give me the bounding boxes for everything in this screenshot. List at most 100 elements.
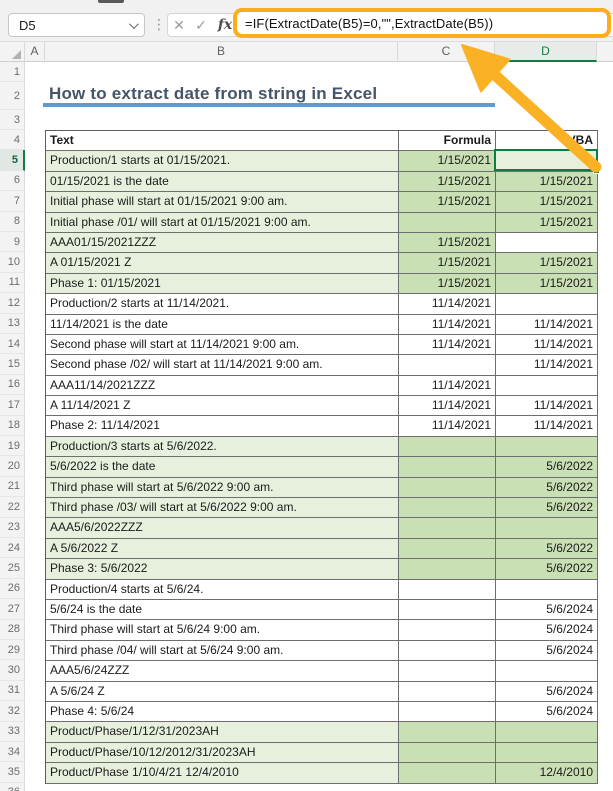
cell-D21[interactable]: 5/6/2022 [496, 477, 598, 499]
cell-B9[interactable]: AAA01/15/2021ZZZ [46, 232, 399, 254]
cell-D16[interactable] [496, 375, 598, 397]
cell-B15[interactable]: Second phase /02/ will start at 11/14/20… [46, 355, 399, 376]
name-box[interactable]: D5 [8, 13, 145, 37]
cell-B31[interactable]: A 5/6/24 Z [46, 681, 399, 702]
cell-B34[interactable]: Product/Phase/10/12/2012/31/2023AH [46, 742, 399, 764]
cell-D6[interactable]: 1/15/2021 [496, 171, 598, 193]
cell-D12[interactable] [496, 294, 598, 315]
row-header-15[interactable]: 15 [0, 354, 25, 375]
cell-C24[interactable] [399, 538, 496, 560]
cell-C25[interactable] [399, 559, 496, 580]
cell-C32[interactable] [399, 701, 496, 723]
cell-D8[interactable]: 1/15/2021 [496, 212, 598, 233]
cell-C27[interactable] [399, 599, 496, 621]
cell-B29[interactable]: Third phase /04/ will start at 5/6/24 9:… [46, 640, 399, 662]
row-header-7[interactable]: 7 [0, 191, 25, 212]
cell-B11[interactable]: Phase 1: 01/15/2021 [46, 273, 399, 295]
cell-D27[interactable]: 5/6/2024 [496, 599, 598, 621]
cell-D33[interactable] [496, 722, 598, 743]
cell-C22[interactable] [399, 498, 496, 519]
cell-C29[interactable] [399, 640, 496, 662]
row-header-16[interactable]: 16 [0, 375, 25, 396]
row-header-13[interactable]: 13 [0, 314, 25, 334]
cell-B6[interactable]: 01/15/2021 is the date [46, 171, 399, 193]
row-header-11[interactable]: 11 [0, 273, 25, 294]
cell-D17[interactable]: 11/14/2021 [496, 396, 598, 417]
cell-B21[interactable]: Third phase will start at 5/6/2022 9:00 … [46, 477, 399, 499]
cell-D32[interactable]: 5/6/2024 [496, 701, 598, 723]
column-header-a[interactable]: A [25, 42, 45, 62]
cell-C16[interactable]: 11/14/2021 [399, 375, 496, 397]
row-header-4[interactable]: 4 [0, 130, 25, 151]
cell-D30[interactable] [496, 661, 598, 682]
chevron-down-icon[interactable] [128, 18, 139, 29]
insert-function-icon[interactable]: fx [217, 17, 233, 33]
cancel-icon[interactable]: ✕ [173, 16, 185, 33]
row-header-14[interactable]: 14 [0, 334, 25, 355]
header-cell-formula[interactable]: Formula [399, 131, 496, 152]
cell-C26[interactable] [399, 579, 496, 600]
cell-C10[interactable]: 1/15/2021 [399, 253, 496, 274]
row-header-25[interactable]: 25 [0, 558, 25, 579]
cell-D19[interactable] [496, 436, 598, 458]
cell-D35[interactable]: 12/4/2010 [496, 763, 598, 784]
cell-C23[interactable] [399, 518, 496, 539]
row-header-18[interactable]: 18 [0, 416, 25, 436]
column-header-c[interactable]: C [398, 42, 495, 62]
cell-B26[interactable]: Production/4 starts at 5/6/24. [46, 579, 399, 600]
cell-B17[interactable]: A 11/14/2021 Z [46, 396, 399, 417]
cell-B19[interactable]: Production/3 starts at 5/6/2022. [46, 436, 399, 458]
row-header-28[interactable]: 28 [0, 620, 25, 640]
cell-B28[interactable]: Third phase will start at 5/6/24 9:00 am… [46, 620, 399, 641]
row-header-8[interactable]: 8 [0, 212, 25, 232]
row-header-9[interactable]: 9 [0, 232, 25, 253]
cell-B18[interactable]: Phase 2: 11/14/2021 [46, 416, 399, 437]
cell-C12[interactable]: 11/14/2021 [399, 294, 496, 315]
row-header-35[interactable]: 35 [0, 762, 25, 783]
cell-D15[interactable]: 11/14/2021 [496, 355, 598, 376]
cell-B23[interactable]: AAA5/6/2022ZZZ [46, 518, 399, 539]
row-header-27[interactable]: 27 [0, 599, 25, 620]
cell-D11[interactable]: 1/15/2021 [496, 273, 598, 295]
cell-C5[interactable]: 1/15/2021 [399, 151, 496, 172]
cell-B8[interactable]: Initial phase /01/ will start at 01/15/2… [46, 212, 399, 233]
row-header-30[interactable]: 30 [0, 660, 25, 681]
cell-C33[interactable] [399, 722, 496, 743]
cell-C8[interactable] [399, 212, 496, 233]
cell-B12[interactable]: Production/2 starts at 11/14/2021. [46, 294, 399, 315]
cell-B33[interactable]: Product/Phase/1/12/31/2023AH [46, 722, 399, 743]
cell-B14[interactable]: Second phase will start at 11/14/2021 9:… [46, 334, 399, 356]
cell-D7[interactable]: 1/15/2021 [496, 192, 598, 213]
cell-B16[interactable]: AAA11/14/2021ZZZ [46, 375, 399, 397]
cell-D13[interactable]: 11/14/2021 [496, 314, 598, 335]
enter-icon[interactable]: ✓ [195, 16, 207, 33]
row-header-33[interactable]: 33 [0, 722, 25, 742]
cell-B20[interactable]: 5/6/2022 is the date [46, 457, 399, 478]
cell-C6[interactable]: 1/15/2021 [399, 171, 496, 193]
cell-B32[interactable]: Phase 4: 5/6/24 [46, 701, 399, 723]
row-header-24[interactable]: 24 [0, 538, 25, 559]
row-header-29[interactable]: 29 [0, 640, 25, 661]
cell-D26[interactable] [496, 579, 598, 600]
cell-C35[interactable] [399, 763, 496, 784]
row-header-21[interactable]: 21 [0, 477, 25, 498]
row-header-6[interactable]: 6 [0, 171, 25, 192]
column-header-b[interactable]: B [45, 42, 398, 62]
cell-D23[interactable] [496, 518, 598, 539]
cell-C20[interactable] [399, 457, 496, 478]
row-header-17[interactable]: 17 [0, 395, 25, 416]
cell-D28[interactable]: 5/6/2024 [496, 620, 598, 641]
row-header-12[interactable]: 12 [0, 293, 25, 314]
cell-B5[interactable]: Production/1 starts at 01/15/2021. [46, 151, 399, 172]
header-cell-vba[interactable]: VBA [496, 131, 598, 152]
cell-C17[interactable]: 11/14/2021 [399, 396, 496, 417]
formula-input-highlight[interactable]: =IF(ExtractDate(B5)=0,"",ExtractDate(B5)… [233, 8, 611, 38]
cell-D14[interactable]: 11/14/2021 [496, 334, 598, 356]
cell-B25[interactable]: Phase 3: 5/6/2022 [46, 559, 399, 580]
cell-C15[interactable] [399, 355, 496, 376]
cell-C9[interactable]: 1/15/2021 [399, 232, 496, 254]
cell-C7[interactable]: 1/15/2021 [399, 192, 496, 213]
cell-D18[interactable]: 11/14/2021 [496, 416, 598, 437]
cell-D34[interactable] [496, 742, 598, 764]
cell-C28[interactable] [399, 620, 496, 641]
